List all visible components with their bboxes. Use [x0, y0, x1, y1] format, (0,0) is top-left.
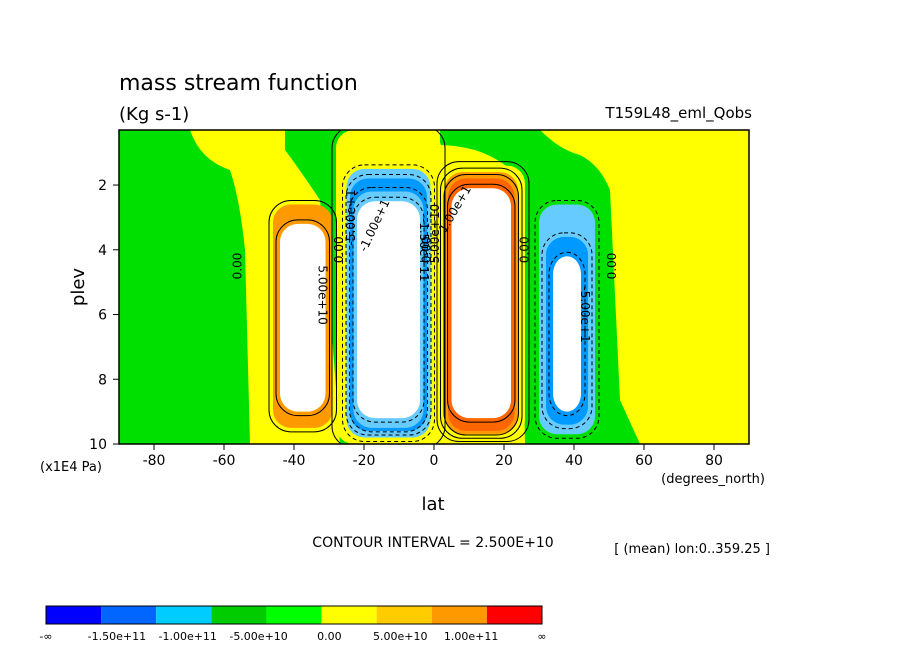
contour-line	[447, 183, 516, 423]
colorbar-label: 5.00e+10	[373, 630, 427, 643]
colorbar-frame	[45, 605, 543, 625]
contour-cell	[553, 256, 581, 412]
x-tick-label: 60	[635, 453, 653, 469]
contour-label: -5.00e+1	[578, 286, 592, 342]
pos-region-north-polar	[680, 130, 749, 444]
contour-label: 0.00	[332, 236, 346, 263]
y-tick-label: 2	[98, 178, 107, 194]
contour-label: -1.50e+11	[417, 218, 431, 282]
y-tick-label: 10	[89, 437, 107, 453]
chart-units: (Kg s-1)	[119, 104, 189, 125]
contour-label: 0.00	[420, 236, 434, 263]
info-label: [ (mean) lon:0..359.25 ]	[614, 542, 770, 557]
contour-label: 0.00	[605, 253, 619, 280]
neg-region-south-polar	[119, 130, 250, 444]
colorbar: -∞ -1.50e+11 -1.00e+11 -5.00e+10 0.00 5.00e+1…	[39, 605, 547, 643]
contour-line	[534, 199, 600, 439]
contour-label: 0.00	[518, 236, 532, 263]
contour-cell	[451, 188, 511, 419]
x-tick-label: 0	[430, 453, 439, 469]
colorbar-label: -1.50e+11	[88, 630, 146, 643]
contour-cell	[357, 201, 420, 419]
colorbar-swatch	[46, 606, 102, 624]
contour-line	[541, 232, 593, 430]
contour-line	[352, 196, 425, 423]
x-tick-label: 20	[495, 453, 513, 469]
x-tick-label: -40	[283, 453, 306, 469]
contour-line	[436, 161, 530, 443]
colorbar-swatch	[211, 606, 267, 624]
colorbar-label: -1.00e+11	[158, 630, 216, 643]
contour-line	[342, 164, 435, 443]
contour-label: -5.00e+1	[344, 189, 358, 245]
x-axis-label: lat	[421, 494, 444, 515]
colorbar-swatch	[156, 606, 212, 624]
y-axis-units: (x1E4 Pa)	[40, 460, 102, 475]
contour-label: 5.00e+10	[316, 265, 330, 324]
colorbar-label: -∞	[39, 630, 52, 643]
colorbar-swatch	[486, 606, 542, 624]
contour-line	[548, 251, 586, 417]
x-tick-label: -60	[213, 453, 236, 469]
contour-cell	[280, 223, 326, 412]
contour-line	[331, 130, 446, 444]
colorbar-label: ∞	[537, 630, 546, 643]
colorbar-label: -5.00e+10	[229, 630, 287, 643]
colorbar-label: 0.00	[317, 630, 342, 643]
contour-label: 5.00e+10	[428, 204, 442, 263]
colorbar-swatch	[376, 606, 432, 624]
x-tick-label: 40	[565, 453, 583, 469]
contour-line	[268, 199, 337, 433]
y-tick-label: 4	[98, 243, 107, 259]
plot-area	[119, 130, 749, 444]
x-tick-label: 80	[705, 453, 723, 469]
contour-line	[440, 167, 523, 439]
x-tick-label: -20	[353, 453, 376, 469]
contour-label: 0.00	[231, 253, 245, 280]
colorbar-swatch	[101, 606, 157, 624]
y-axis-label: plev	[68, 268, 89, 307]
colorbar-swatch	[321, 606, 377, 624]
colorbar-label: 1.00e+11	[444, 630, 498, 643]
dataset-label: T159L48_eml_Qobs	[604, 104, 752, 123]
contour-line	[443, 174, 519, 436]
x-axis-units: (degrees_north)	[661, 472, 765, 487]
chart-title: mass stream function	[119, 71, 358, 96]
y-tick-label: 8	[98, 372, 107, 388]
x-tick-label: -80	[143, 453, 166, 469]
colorbar-swatch	[431, 606, 487, 624]
contour-interval-label: CONTOUR INTERVAL = 2.500E+10	[312, 535, 553, 551]
contour-line	[349, 187, 428, 433]
colorbar-swatch	[266, 606, 322, 624]
contour-line	[345, 174, 432, 436]
contour-line	[275, 219, 330, 417]
y-tick-label: 6	[98, 308, 107, 324]
